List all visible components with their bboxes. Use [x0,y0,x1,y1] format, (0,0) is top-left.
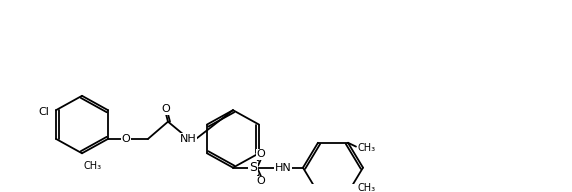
Text: O: O [122,134,130,144]
Text: HN: HN [275,163,291,173]
Text: CH₃: CH₃ [358,183,376,192]
Text: S: S [249,161,257,174]
Text: CH₃: CH₃ [84,161,102,171]
Text: O: O [257,149,265,159]
Text: NH: NH [180,134,196,144]
Text: O: O [257,176,265,186]
Text: CH₃: CH₃ [358,142,376,153]
Text: O: O [162,104,170,114]
Text: Cl: Cl [38,107,49,117]
